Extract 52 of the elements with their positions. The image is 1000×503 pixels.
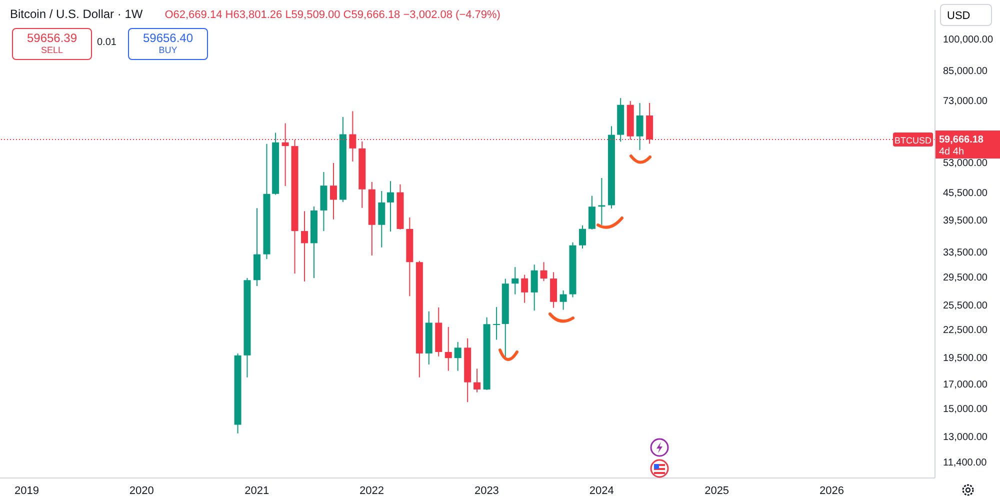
candlestick [598,178,606,226]
candlestick [530,264,538,312]
y-tick-label: 39,500.00 [943,215,988,226]
annotation: 59656.39 [26,31,78,45]
candlestick [579,224,586,250]
candlestick [330,162,337,220]
y-tick-label: 15,000.00 [943,404,988,416]
candlestick [512,266,519,295]
y-tick-label: 22,500.00 [943,325,988,336]
candlestick [550,272,558,308]
text: 59,666.18 [939,134,984,146]
y-tick-label: 17,000.00 [943,380,988,391]
annotation: SELL [40,45,64,55]
x-tick-label: 2023 [474,484,499,497]
candlestick [474,368,481,393]
y-tick-label: 100,000.00 [943,34,994,46]
text: USD [940,4,992,26]
candlestick [301,210,308,282]
y-tick-label: 29,500.00 [943,272,988,284]
candlestick [636,102,644,150]
y-tick-label: 25,500.00 [943,300,988,312]
candlestick [444,326,452,372]
candlestick [493,306,500,340]
y-tick-label: 11,400.00 [943,458,988,469]
y-tick-label: 73,000.00 [943,96,988,107]
x-tick-label: 2024 [589,484,614,497]
candlestick [560,290,567,310]
candlestick [454,342,462,372]
annotation: 59656.40 [142,31,194,45]
y-tick-label: 33,500.00 [943,248,988,259]
x-tick-label: 2020 [129,484,154,497]
y-tick-label: 53,000.00 [943,158,988,170]
y-tick-label: 85,000.00 [943,66,988,78]
x-tick-label: 2021 [244,484,270,497]
x-tick-label: 2025 [704,484,730,497]
y-tick-label: 19,500.00 [943,352,988,364]
y-tick-label: 45,500.00 [943,188,988,199]
chart-subtitle: O62,669.14 H63,801.26 L59,509.00 C59,666.18 −3,002.08 (−4.79%) [164,9,500,21]
annotation: BUY [158,45,178,55]
candlestick [521,274,528,304]
x-tick-label: 2026 [820,484,844,497]
text: 4d 4h [939,146,964,158]
candlestick [588,195,596,230]
chart-title: Bitcoin / U.S. Dollar · 1W [10,7,143,21]
candlestick [540,262,548,282]
candlestick [386,180,394,232]
annotation: 0.01 [97,37,116,48]
candlestick [378,190,386,248]
ref-line-label: BTCUSD [894,136,932,146]
x-tick-label: 2022 [360,484,384,497]
y-tick-label: 13,000.00 [943,432,988,443]
x-tick-label: 2019 [14,484,39,497]
